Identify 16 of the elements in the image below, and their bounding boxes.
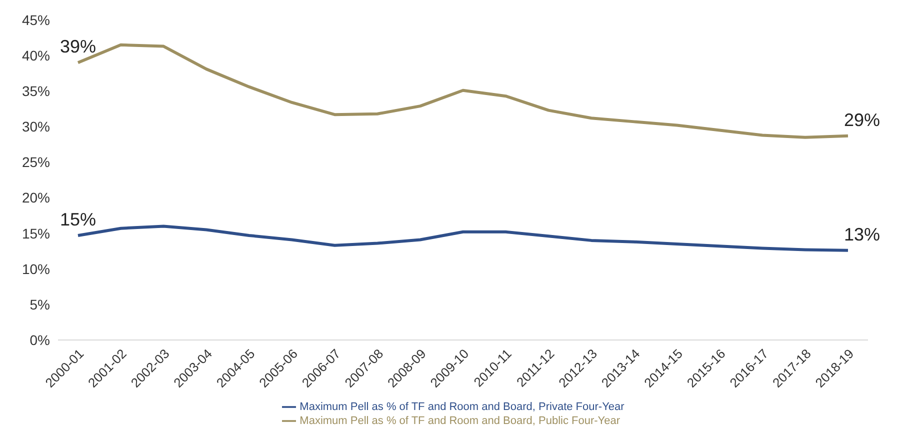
legend-label: Maximum Pell as % of TF and Room and Board, Public Four-Year <box>300 414 620 427</box>
y-tick-label: 5% <box>30 296 50 312</box>
y-tick-label: 0% <box>30 332 50 348</box>
y-tick-label: 35% <box>22 83 50 100</box>
y-tick-label: 40% <box>22 48 50 64</box>
data-label: 15% <box>60 209 96 230</box>
data-label: 29% <box>844 110 880 130</box>
y-tick-label: 30% <box>22 118 50 135</box>
y-tick-label: 20% <box>22 190 50 206</box>
y-tick-label: 15% <box>22 225 50 242</box>
data-label: 13% <box>844 224 880 244</box>
y-tick-label: 10% <box>22 260 50 277</box>
legend-label: Maximum Pell as % of TF and Room and Board, Private Four-Year <box>300 400 624 413</box>
y-tick-label: 25% <box>22 154 50 170</box>
data-label: 39% <box>60 36 96 57</box>
y-tick-label: 45% <box>22 12 50 28</box>
